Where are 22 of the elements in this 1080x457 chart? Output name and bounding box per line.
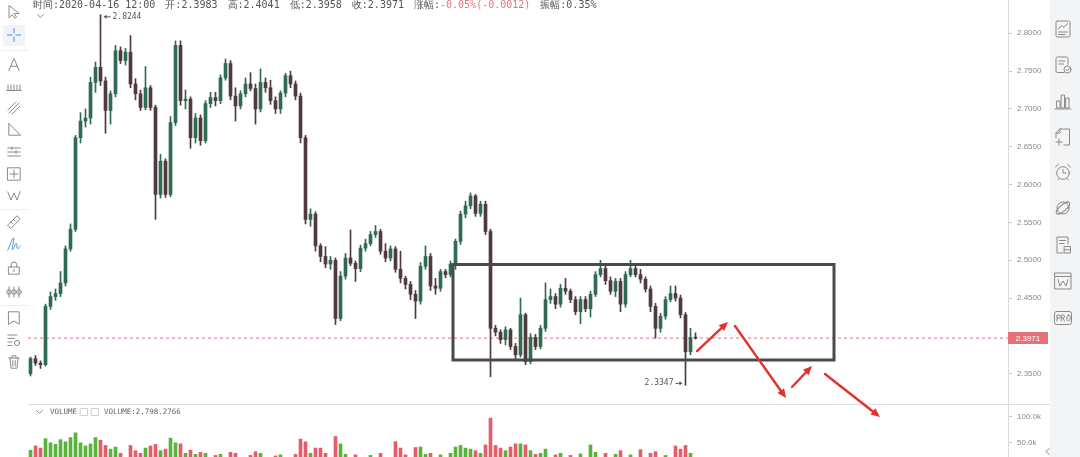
y-tick-label: 100.0k xyxy=(1017,411,1043,421)
y-tick-label: 2.7000 xyxy=(1017,104,1043,114)
y-tick-label: 2.8000 xyxy=(1017,28,1043,38)
ref-line-label: 2.3971 xyxy=(1015,333,1041,343)
y-tick-label: 2.3500 xyxy=(1017,368,1043,378)
annotation: 涨幅: xyxy=(413,0,441,10)
annotation: 开:2.3983 xyxy=(165,0,218,10)
annotation: 时间:2020-04-16 12:00 xyxy=(33,0,156,10)
y-tick-label: 2.6000 xyxy=(1017,179,1043,189)
annotation: 收:2.3971 xyxy=(351,0,404,10)
y-tick-label: 2.5500 xyxy=(1017,217,1043,227)
annotation: 高:2.4041 xyxy=(227,0,280,10)
y-tick-label: 2.6500 xyxy=(1017,141,1043,151)
annotation: 2.3347 xyxy=(644,378,674,388)
y-tick-label: 50.0k xyxy=(1017,438,1038,448)
annotation: -0.05%(-0.0012) xyxy=(440,0,531,10)
y-tick-label: 2.4500 xyxy=(1017,293,1043,303)
y-tick-label: 2.5000 xyxy=(1017,255,1043,265)
annotation: 2.8244 xyxy=(112,11,142,21)
y-tick-label: 2.7500 xyxy=(1017,66,1043,76)
annotation: 振幅:0.35% xyxy=(540,0,597,10)
annotation: 低:2.3958 xyxy=(289,0,342,10)
